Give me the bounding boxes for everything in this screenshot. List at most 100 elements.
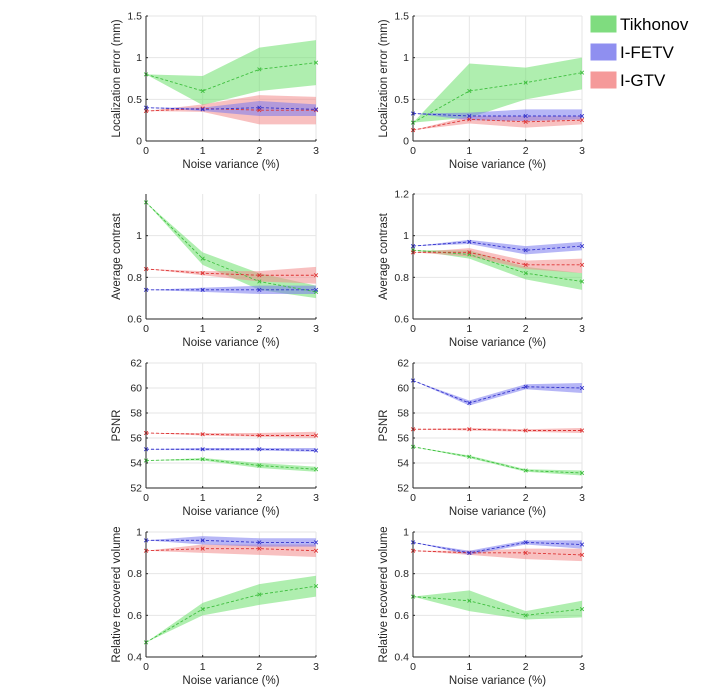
data-point-marker: [313, 287, 319, 292]
data-point-marker: [467, 427, 472, 432]
data-point-marker: [313, 548, 319, 553]
data-point-tikhonov: [313, 467, 319, 472]
y-tick-label: 1: [136, 527, 142, 539]
x-tick-label: 1: [200, 323, 206, 335]
data-point-marker: [523, 262, 528, 267]
data-point-marker: [579, 470, 585, 476]
y-tick-label: 52: [130, 483, 142, 495]
series-line-i-fetv: [146, 448, 317, 451]
y-axis-label: Localization error (mm): [111, 19, 123, 137]
data-point-marker: [200, 538, 205, 543]
chart-panel-row2-left: 0 1 2 3 0.6 0.8 1 Noise variance (%) Average con…: [111, 194, 319, 349]
y-tick-label: 0.6: [127, 610, 142, 622]
y-tick-label: 1.5: [127, 11, 142, 23]
data-point-marker: [257, 592, 262, 597]
x-tick-label: 1: [466, 323, 472, 335]
band-tikhonov: [146, 458, 316, 472]
y-tick-label: 52: [397, 483, 409, 495]
legend-label: I-GTV: [620, 71, 666, 90]
chart-panel-row2-right: 0 1 2 3 0.6 0.8 1 1.2 Noise variance (%) Average …: [378, 189, 585, 350]
x-tick-label: 1: [466, 145, 472, 157]
legend-swatch: [590, 43, 617, 61]
y-axis-label: Average contrast: [111, 212, 123, 300]
band-tikhonov: [413, 250, 582, 290]
data-point-marker: [579, 70, 585, 75]
legend-item: I-FETV: [590, 43, 674, 62]
y-tick-label: 0.8: [394, 568, 409, 580]
data-point-i-gtv: [579, 262, 585, 267]
x-tick-label: 0: [410, 492, 416, 504]
band-i-fetv: [413, 109, 582, 121]
chart-panel-row1-left: 0 1 2 3 0 0.5 1 1.5 Noise variance (%) Localizati…: [111, 11, 319, 172]
data-point-tikhonov: [200, 606, 205, 612]
data-point-i-fetv: [200, 538, 205, 543]
y-tick-label: 0: [403, 136, 409, 148]
data-point-i-gtv: [523, 119, 528, 124]
x-tick-label: 2: [256, 661, 262, 673]
data-point-marker: [467, 454, 472, 459]
data-point-marker: [467, 117, 472, 122]
data-point-marker: [579, 552, 585, 558]
data-point-i-gtv: [579, 428, 585, 433]
data-point-i-fetv: [257, 105, 262, 110]
data-point-marker: [579, 262, 585, 267]
data-point-marker: [200, 457, 205, 462]
data-point-marker: [579, 243, 585, 249]
data-point-marker: [467, 88, 472, 94]
data-point-marker: [579, 113, 585, 119]
y-tick-label: 0.6: [394, 314, 409, 326]
y-tick-label: 0.8: [127, 568, 142, 580]
data-point-tikhonov: [523, 271, 528, 276]
y-axis-label: PSNR: [111, 410, 123, 442]
data-point-tikhonov: [467, 454, 472, 459]
y-tick-label: 1: [403, 230, 409, 242]
data-point-tikhonov: [200, 88, 205, 94]
data-point-i-gtv: [257, 273, 262, 278]
series-line-i-fetv: [412, 113, 582, 117]
series-line-i-gtv: [413, 428, 582, 431]
data-point-marker: [200, 546, 205, 551]
data-point-i-fetv: [257, 447, 262, 452]
series-line-tikhonov: [145, 458, 317, 470]
data-point-i-gtv: [523, 428, 528, 433]
data-point-marker: [257, 105, 262, 110]
series-line-i-fetv: [145, 107, 317, 110]
band-i-fetv: [146, 448, 316, 452]
data-point-i-fetv: [313, 287, 319, 292]
y-axis-label: Average contrast: [378, 212, 390, 300]
data-point-marker: [200, 287, 205, 292]
x-axis-label: Noise variance (%): [449, 159, 546, 171]
data-point-marker: [257, 540, 262, 545]
data-point-marker: [200, 606, 205, 612]
data-point-tikhonov: [257, 592, 262, 597]
y-tick-label: 0.5: [394, 94, 409, 106]
y-tick-label: 62: [397, 358, 409, 370]
data-point-marker: [257, 546, 262, 551]
data-point-marker: [257, 463, 262, 468]
data-point-tikhonov: [467, 88, 472, 94]
data-point-i-fetv: [523, 540, 528, 545]
chart-panel-row1-right: 0 1 2 3 0 0.5 1 1.5 Noise variance (%) Localizati…: [378, 11, 585, 172]
data-point-tikhonov: [313, 584, 319, 589]
data-point-i-gtv: [200, 271, 205, 276]
data-point-i-fetv: [523, 384, 528, 389]
data-point-marker: [467, 113, 472, 119]
data-point-tikhonov: [313, 60, 319, 65]
x-tick-label: 0: [143, 323, 149, 335]
band-tikhonov: [146, 40, 316, 106]
x-tick-label: 2: [523, 323, 529, 335]
band-tikhonov: [146, 202, 316, 299]
x-tick-label: 0: [410, 323, 416, 335]
series-line-tikhonov: [412, 72, 583, 124]
series-line-i-gtv: [412, 118, 583, 131]
data-point-marker: [313, 60, 319, 65]
data-point-marker: [523, 248, 528, 253]
x-axis-label: Noise variance (%): [449, 506, 546, 518]
data-point-marker: [200, 447, 205, 452]
data-point-marker: [579, 118, 585, 123]
series-line-tikhonov: [145, 202, 317, 293]
x-tick-label: 3: [579, 661, 585, 673]
data-point-marker: [467, 550, 472, 555]
data-point-i-gtv: [313, 433, 319, 438]
